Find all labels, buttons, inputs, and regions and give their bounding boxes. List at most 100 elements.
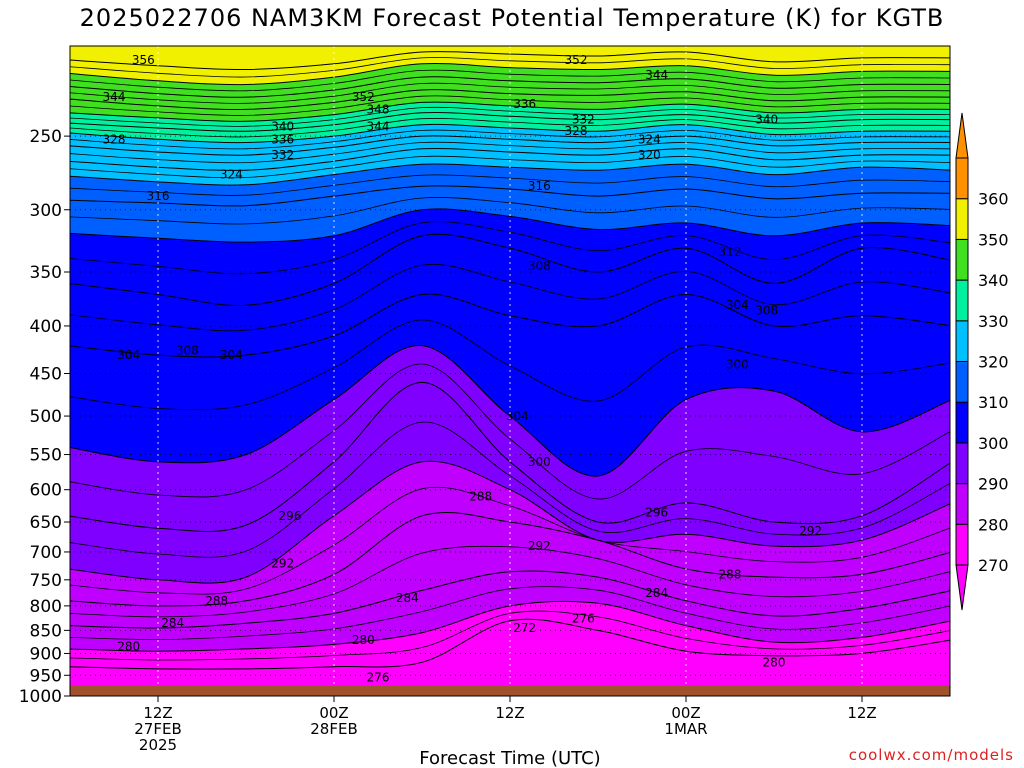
contour-label: 316: [528, 179, 551, 193]
contour-label: 352: [565, 53, 588, 67]
x-tick-label: 27FEB: [134, 720, 181, 738]
isentrope-minor: [70, 118, 950, 138]
colorbar-label: 280: [978, 515, 1009, 534]
y-tick-label: 600: [30, 481, 62, 501]
y-axis: 250 300 350 400 450 500 550 600 650 700 750 800 850 9…: [19, 127, 70, 707]
colorbar-segment: [955, 198, 969, 240]
contour-label: 284: [645, 586, 668, 600]
colorbar-label: 300: [978, 434, 1009, 453]
contour-label: 276: [367, 670, 390, 684]
contour-label: 300: [726, 357, 749, 371]
contour-label: 284: [161, 616, 184, 630]
contour-label: 292: [799, 524, 822, 538]
contour-label: 272: [513, 621, 536, 635]
y-tick-label: 900: [30, 644, 62, 664]
isentrope-352: [70, 62, 950, 86]
contour-label: 320: [638, 148, 661, 162]
isentrope-304: [70, 293, 950, 358]
contour-label: 328: [565, 124, 588, 138]
contour-label: 292: [271, 556, 294, 570]
y-tick-label: 650: [30, 513, 62, 533]
x-tick-label: 2025: [139, 736, 177, 754]
y-tick-label: 850: [30, 621, 62, 641]
isentrope-minor: [70, 421, 950, 558]
y-tick-label: 500: [30, 407, 62, 427]
colorbar-label: 350: [978, 230, 1009, 249]
contour-label: 276: [572, 611, 595, 625]
isentrope-minor: [70, 363, 950, 500]
contour-label: 340: [271, 119, 294, 133]
isentrope-340: [70, 101, 950, 122]
x-tick-label: 00Z: [319, 704, 348, 722]
y-tick-label: 400: [30, 317, 62, 337]
isentrope-332: [70, 123, 950, 144]
colorbar-label: 290: [978, 475, 1009, 494]
x-tick-label: 1MAR: [664, 720, 707, 738]
contour-label: 308: [755, 304, 778, 318]
isentrope-276: [70, 618, 950, 670]
contour-label: 308: [528, 259, 551, 273]
colorbar-segment: [955, 483, 969, 525]
contour-label: 336: [513, 97, 536, 111]
x-tick-label: 28FEB: [310, 720, 357, 738]
isentrope-minor: [70, 610, 950, 661]
contour-label: 352: [352, 90, 375, 104]
contour-label: 288: [205, 594, 228, 608]
contour-label: 296: [279, 509, 302, 523]
contour-label: 308: [176, 343, 199, 357]
contour-label: 332: [572, 113, 595, 127]
colorbar-label: 320: [978, 353, 1009, 372]
colorbar-label: 360: [978, 190, 1009, 209]
colorbar-label: 270: [978, 556, 1009, 575]
y-tick-label: 350: [30, 263, 62, 283]
contour-label: 280: [763, 655, 786, 669]
colorbar-label: 340: [978, 271, 1009, 290]
isentrope-minor: [70, 82, 950, 104]
isentrope-minor: [70, 95, 950, 116]
contour-label: 324: [220, 168, 243, 182]
isentrope-336: [70, 112, 950, 132]
isentrope-292: [70, 460, 950, 584]
colorbar-label: 330: [978, 312, 1009, 331]
isentrope-296: [70, 381, 950, 532]
contour-label: 288: [719, 567, 742, 581]
grid-lines: [70, 46, 950, 696]
contour-label: 296: [645, 506, 668, 520]
ground-layer: [70, 685, 950, 696]
contour-label: 344: [367, 119, 390, 133]
credit-link[interactable]: coolwx.com/models: [848, 746, 1014, 764]
y-tick-label: 450: [30, 365, 62, 385]
contour-label: 312: [719, 245, 742, 259]
contour-label: 304: [117, 348, 140, 362]
contour-label: 304: [726, 298, 749, 312]
colorbar-segment: [955, 157, 969, 200]
y-tick-label: 800: [30, 597, 62, 617]
y-tick-label: 300: [30, 201, 62, 221]
contour-label: 348: [367, 102, 390, 116]
x-tick-label: 12Z: [847, 704, 876, 722]
isentrope-324: [70, 147, 950, 171]
isentrope-minor: [70, 69, 950, 92]
contour-label: 280: [117, 640, 140, 654]
colorbar-segment: [955, 401, 969, 444]
x-axis-label: Forecast Time (UTC): [419, 748, 600, 768]
x-tick-label: 12Z: [495, 704, 524, 722]
x-tick-label: 00Z: [671, 704, 700, 722]
contour-label: 288: [469, 489, 492, 503]
y-tick-label: 750: [30, 571, 62, 591]
isentrope-minor: [70, 129, 950, 150]
colorbar-segment: [955, 279, 969, 322]
contour-label: 332: [271, 148, 294, 162]
contour-label: 356: [132, 53, 155, 67]
colorbar-label: 310: [978, 393, 1009, 412]
isentrope-348: [70, 76, 950, 98]
contour-label: 304: [506, 409, 529, 423]
contour-label: 280: [352, 633, 375, 647]
ground-fill: [70, 685, 950, 696]
colorbar-segment: [955, 238, 969, 281]
y-tick-label: 550: [30, 446, 62, 466]
